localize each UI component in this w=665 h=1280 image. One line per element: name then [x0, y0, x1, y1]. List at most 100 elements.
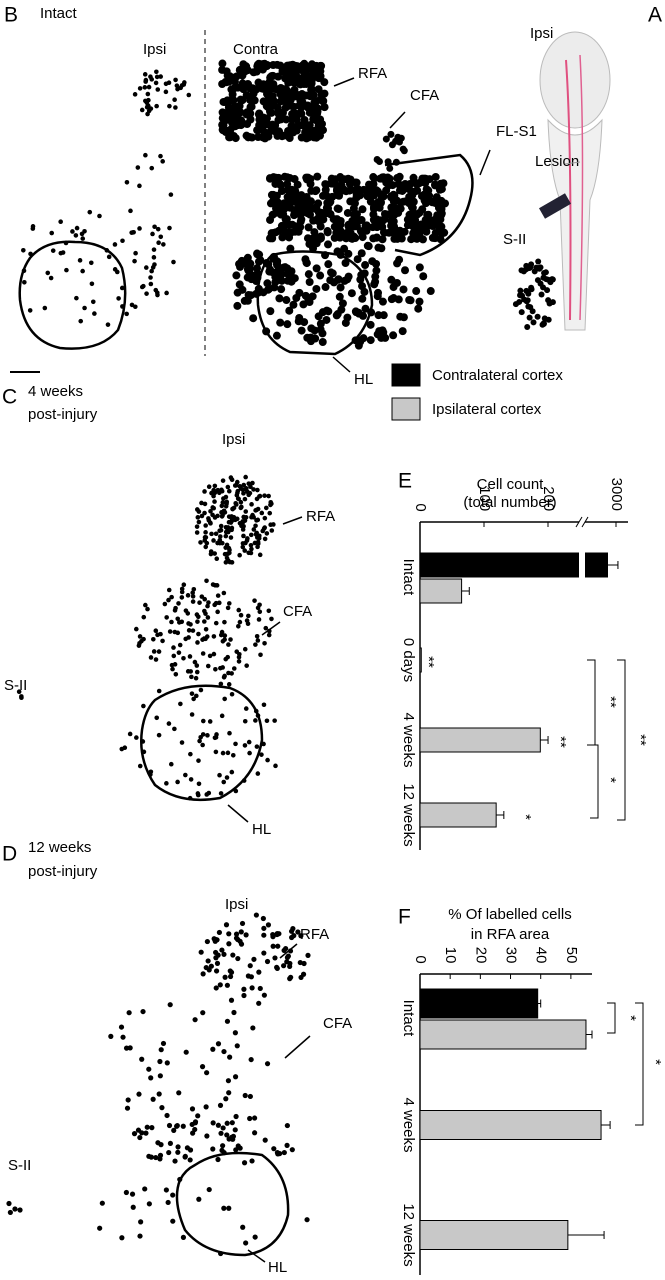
cell — [149, 268, 154, 274]
cell — [212, 483, 218, 489]
cell — [137, 226, 142, 231]
cell — [88, 260, 94, 266]
syringe — [539, 193, 571, 219]
panel-title: Intact — [40, 5, 78, 22]
cell — [225, 133, 234, 142]
cell — [225, 750, 231, 756]
cell — [222, 974, 228, 980]
cell — [202, 619, 207, 624]
cell — [384, 158, 392, 166]
cell — [195, 1113, 201, 1119]
cell — [170, 666, 175, 672]
cell — [114, 269, 120, 275]
cell — [206, 1186, 212, 1193]
cell — [204, 1070, 210, 1076]
cell — [120, 238, 125, 244]
cell — [288, 60, 297, 69]
cell — [266, 215, 275, 224]
arrow — [247, 1249, 266, 1263]
cell — [526, 314, 533, 321]
cell — [266, 307, 275, 316]
cell — [549, 299, 556, 306]
area-label: HL — [252, 821, 271, 838]
cell — [142, 72, 148, 77]
cell — [268, 120, 277, 129]
x-tick-label: 0 — [412, 955, 429, 963]
cell — [434, 227, 443, 236]
cell — [154, 103, 159, 109]
x-tick-label: 20 — [472, 947, 489, 964]
cell — [148, 281, 154, 287]
error-bar — [461, 587, 470, 595]
brain — [539, 31, 611, 129]
cell — [321, 283, 330, 292]
cell — [124, 180, 130, 185]
cell — [229, 514, 234, 519]
cell — [274, 265, 283, 274]
cell — [249, 1158, 255, 1164]
cell — [275, 943, 281, 949]
cell — [218, 1130, 224, 1136]
cell — [270, 934, 276, 940]
cell — [372, 223, 381, 232]
cell — [233, 788, 239, 794]
cell — [408, 203, 417, 212]
cell — [264, 1061, 271, 1067]
cell — [538, 291, 545, 298]
cell — [180, 1123, 186, 1129]
cell — [146, 1066, 152, 1072]
cell — [321, 185, 330, 194]
bar — [419, 578, 463, 604]
cell — [149, 165, 155, 171]
cell — [261, 741, 266, 747]
cell — [167, 103, 172, 109]
bar-break — [579, 552, 585, 578]
cell — [360, 287, 369, 296]
cell — [375, 203, 384, 212]
cell — [218, 791, 224, 796]
cell — [12, 1206, 18, 1212]
cell — [278, 186, 287, 195]
cell — [186, 635, 191, 640]
cell — [45, 270, 51, 276]
cell — [398, 327, 407, 336]
significance-bracket — [617, 659, 626, 821]
cell — [129, 1191, 136, 1197]
cell — [436, 235, 445, 244]
cell — [324, 260, 333, 269]
cell — [396, 312, 405, 321]
cell — [240, 259, 249, 268]
cell — [271, 1146, 277, 1152]
cell — [265, 922, 272, 928]
cell — [338, 299, 347, 308]
cell — [149, 1125, 155, 1131]
cell — [247, 1115, 253, 1122]
cell — [414, 304, 423, 313]
cell — [337, 175, 346, 184]
significance-bracket — [590, 744, 599, 819]
cell — [132, 258, 137, 264]
cell — [381, 333, 390, 342]
cell — [177, 1176, 183, 1183]
cell — [417, 220, 426, 229]
cell — [373, 215, 382, 224]
cell — [242, 1092, 248, 1099]
cell — [272, 331, 281, 340]
cell — [217, 528, 222, 534]
cell — [166, 1122, 173, 1129]
cell — [388, 181, 397, 190]
cell — [137, 1233, 143, 1239]
cell — [154, 715, 160, 721]
cell — [232, 1030, 238, 1036]
cell — [300, 65, 309, 74]
cell — [235, 488, 241, 494]
cell — [316, 222, 325, 231]
cell — [232, 271, 241, 280]
chart-title: (total number) — [463, 494, 556, 511]
cell — [311, 187, 320, 196]
cell — [288, 115, 297, 124]
cell — [148, 655, 154, 660]
cell — [305, 278, 314, 287]
cell — [358, 233, 367, 242]
cell — [247, 1093, 253, 1100]
